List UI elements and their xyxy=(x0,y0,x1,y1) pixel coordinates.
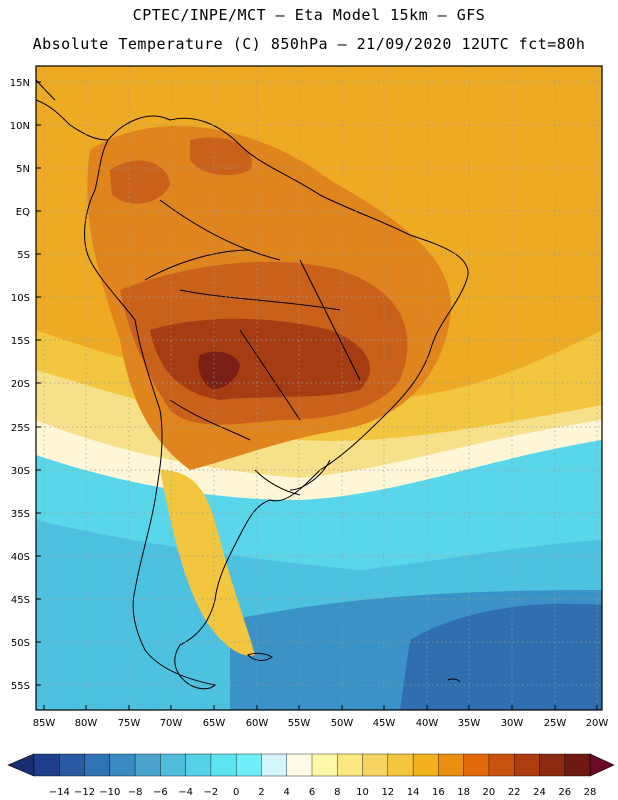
colorbar-label: 4 xyxy=(284,787,290,798)
temperature-field xyxy=(36,66,602,710)
latitude-label: 25S xyxy=(11,423,30,434)
colorbar-swatch xyxy=(337,753,364,777)
colorbar-label: −10 xyxy=(99,787,120,798)
colorbar-label: −14 xyxy=(49,787,70,798)
colorbar-label: 18 xyxy=(457,787,470,798)
field-patagonia-warm-tongue xyxy=(160,470,255,656)
colorbar-swatch xyxy=(84,753,111,777)
longitude-label: 25W xyxy=(544,718,567,729)
longitude-label: 20W xyxy=(586,718,609,729)
colorbar-label: 12 xyxy=(381,787,394,798)
field-deep-blue xyxy=(400,603,602,710)
field-very-hot xyxy=(198,351,240,389)
colorbar-swatch xyxy=(235,753,262,777)
colorbar-label: 20 xyxy=(483,787,496,798)
colorbar-swatch xyxy=(160,753,187,777)
colorbar-lower-extend xyxy=(7,753,35,777)
latitude-label: 45S xyxy=(11,595,30,606)
longitude-label: 65W xyxy=(203,718,226,729)
south-america-coastline xyxy=(84,115,469,690)
colorbar-swatch xyxy=(33,753,60,777)
colorbar-swatch xyxy=(210,753,237,777)
south-atlantic-islands xyxy=(447,678,461,683)
latitude-label: 35S xyxy=(11,509,30,520)
latitude-label: 15N xyxy=(10,78,30,89)
colorbar-label: 14 xyxy=(407,787,420,798)
latitude-label: 55S xyxy=(11,681,30,692)
longitude-label: 60W xyxy=(246,718,269,729)
internal-borders xyxy=(144,199,361,496)
colorbar-label: −8 xyxy=(128,787,143,798)
colorbar-swatch xyxy=(185,753,212,777)
map-title-line1: CPTEC/INPE/MCT – Eta Model 15km – GFS xyxy=(132,6,486,24)
colorbar-swatch xyxy=(286,753,313,777)
colorbar-label: −4 xyxy=(178,787,193,798)
colorbar-swatch xyxy=(261,753,288,777)
latitude-label: 50S xyxy=(11,638,30,649)
colorbar-swatch xyxy=(412,753,439,777)
colorbar-label: −6 xyxy=(153,787,168,798)
longitude-label: 35W xyxy=(458,718,481,729)
colorbar-label: 6 xyxy=(309,787,315,798)
colorbar-swatch xyxy=(513,753,540,777)
longitude-label: 55W xyxy=(288,718,311,729)
latitude-label: 5N xyxy=(16,164,30,175)
colorbar-swatch xyxy=(564,753,591,777)
colorbar-label: 28 xyxy=(584,787,597,798)
colorbar-labels: −14 −12 −10 −8 −6 −4 −2 0 2 4 6 8 10 12 14 16 18 20 22 24 26… xyxy=(49,787,597,798)
latitude-label: 30S xyxy=(11,466,30,477)
latitude-label: 10S xyxy=(11,293,30,304)
longitude-label: 85W xyxy=(33,718,56,729)
colorbar-swatch xyxy=(488,753,515,777)
field-north-warm xyxy=(110,137,252,204)
colorbar-label: 16 xyxy=(432,787,445,798)
colorbar-label: 24 xyxy=(533,787,546,798)
colorbar-upper-extend xyxy=(589,753,615,777)
longitude-labels: 85W 80W 75W 70W 65W 60W 55W 50W 45W 40W 35W 30W 25W 2… xyxy=(33,705,609,729)
latitude-label: EQ xyxy=(16,207,30,218)
colorbar-swatch xyxy=(311,753,338,777)
latitude-label: 10N xyxy=(10,121,30,132)
colorbar-swatch xyxy=(59,753,86,777)
latitude-label: 20S xyxy=(11,379,30,390)
latitude-label: 15S xyxy=(11,336,30,347)
longitude-label: 80W xyxy=(75,718,98,729)
colorbar-swatch xyxy=(438,753,465,777)
longitude-label: 75W xyxy=(118,718,141,729)
colorbar-swatch xyxy=(109,753,136,777)
colorbar-label: 22 xyxy=(508,787,521,798)
longitude-label: 70W xyxy=(160,718,183,729)
colorbar-label: −12 xyxy=(74,787,95,798)
colorbar-swatch xyxy=(134,753,161,777)
graticule xyxy=(36,66,602,710)
longitude-label: 50W xyxy=(331,718,354,729)
latitude-label: 5S xyxy=(17,250,30,261)
colorbar-label: 8 xyxy=(334,787,340,798)
colorbar-label: −2 xyxy=(204,787,219,798)
map-title-line2: Absolute Temperature (C) 850hPa – 21/09/… xyxy=(32,35,586,53)
longitude-label: 30W xyxy=(501,718,524,729)
colorbar-swatch xyxy=(362,753,389,777)
latitude-labels: 15N 10N 5N EQ 5S 10S 15S 20S 25S 30S 35S 40S 45S 50S 5… xyxy=(10,78,41,692)
colorbar-label: 2 xyxy=(258,787,264,798)
colorbar xyxy=(7,753,615,777)
falkland-islands xyxy=(247,652,273,661)
colorbar-label: 10 xyxy=(356,787,369,798)
colorbar-label: 26 xyxy=(558,787,571,798)
coastlines xyxy=(35,79,469,690)
longitude-label: 45W xyxy=(373,718,396,729)
map-frame xyxy=(35,65,603,711)
latitude-label: 40S xyxy=(11,552,30,563)
colorbar-swatch xyxy=(387,753,414,777)
longitude-label: 40W xyxy=(416,718,439,729)
colorbar-swatch xyxy=(539,753,566,777)
colorbar-label: 0 xyxy=(233,787,239,798)
colorbar-swatch xyxy=(463,753,490,777)
